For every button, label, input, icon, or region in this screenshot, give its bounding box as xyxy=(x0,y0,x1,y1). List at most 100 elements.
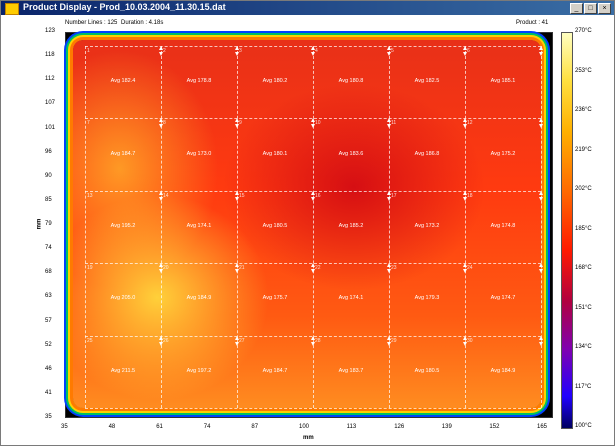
grid-cell[interactable]: 22 Avg 174.1 xyxy=(313,263,392,335)
resize-handle-icon[interactable] xyxy=(387,335,392,346)
resize-handle-icon[interactable] xyxy=(235,46,240,56)
grid-cell[interactable]: 14 Avg 174.1 xyxy=(161,190,240,263)
grid-cell[interactable]: 23 Avg 179.3 xyxy=(389,263,468,335)
resize-handle-icon[interactable] xyxy=(159,190,164,201)
grid-cell[interactable]: 8 Avg 173.0 xyxy=(161,118,240,190)
grid-cell[interactable]: 27 Avg 184.7 xyxy=(237,335,316,408)
cell-average-temperature: Avg 174.1 xyxy=(338,295,364,302)
grid-cell[interactable]: 10 Avg 183.6 xyxy=(313,118,392,190)
cell-number: 24 xyxy=(467,265,473,272)
cell-average-temperature: Avg 184.9 xyxy=(186,295,212,302)
resize-handle-icon[interactable] xyxy=(463,118,468,129)
cell-number: 11 xyxy=(391,120,397,127)
grid-cell[interactable]: 3 Avg 180.2 xyxy=(237,46,316,118)
grid-cell[interactable]: 18 Avg 174.8 xyxy=(465,190,544,263)
grid-cell[interactable]: 21 Avg 175.7 xyxy=(237,263,316,335)
color-scale-label: 219°C xyxy=(575,146,592,153)
cell-average-temperature: Avg 180.8 xyxy=(338,78,364,85)
resize-handle-icon[interactable] xyxy=(539,46,544,56)
resize-handle-icon[interactable] xyxy=(235,335,240,346)
grid-cell[interactable]: 11 Avg 186.8 xyxy=(389,118,468,190)
grid-cell[interactable]: 25 Avg 211.5 xyxy=(85,335,164,408)
cell-average-temperature: Avg 174.8 xyxy=(490,222,516,229)
resize-handle-icon[interactable] xyxy=(311,190,316,201)
grid-cell[interactable]: 12 Avg 175.2 xyxy=(465,118,544,190)
resize-handle-icon[interactable] xyxy=(159,118,164,129)
x-tick-label: 61 xyxy=(156,424,163,430)
resize-handle-icon[interactable] xyxy=(311,335,316,346)
grid-cell[interactable]: 9 Avg 180.1 xyxy=(237,118,316,190)
cell-average-temperature: Avg 174.7 xyxy=(490,295,516,302)
resize-handle-icon[interactable] xyxy=(463,190,468,201)
grid-cell[interactable]: 1 Avg 182.4 xyxy=(85,46,164,118)
grid-cell[interactable]: 16 Avg 185.2 xyxy=(313,190,392,263)
grid-cell[interactable]: 2 Avg 178.8 xyxy=(161,46,240,118)
minimize-button[interactable]: _ xyxy=(570,3,583,14)
grid-cell[interactable]: 15 Avg 180.5 xyxy=(237,190,316,263)
cell-number: 20 xyxy=(163,265,169,272)
resize-handle-icon[interactable] xyxy=(311,263,316,274)
resize-handle-icon[interactable] xyxy=(539,190,544,201)
color-scale-label: 253°C xyxy=(575,67,592,74)
resize-handle-icon[interactable] xyxy=(539,263,544,274)
x-tick-label: 100 xyxy=(299,424,310,430)
grid-cell[interactable]: 30 Avg 184.9 xyxy=(465,335,544,408)
cell-number: 21 xyxy=(239,265,245,272)
grid-cell[interactable]: 13 Avg 195.2 xyxy=(85,190,164,263)
grid-line-vertical xyxy=(237,46,238,408)
resize-handle-icon[interactable] xyxy=(159,46,164,56)
maximize-button[interactable]: □ xyxy=(584,3,597,14)
grid-cell[interactable]: 4 Avg 180.8 xyxy=(313,46,392,118)
grid-cell[interactable]: 17 Avg 173.2 xyxy=(389,190,468,263)
grid-cell[interactable]: 24 Avg 174.7 xyxy=(465,263,544,335)
cell-average-temperature: Avg 184.9 xyxy=(490,367,516,374)
resize-handle-icon[interactable] xyxy=(387,46,392,56)
resize-handle-icon[interactable] xyxy=(463,335,468,346)
grid-cell[interactable]: 28 Avg 183.7 xyxy=(313,335,392,408)
grid-cell[interactable]: 7 Avg 184.7 xyxy=(85,118,164,190)
cell-average-temperature: Avg 175.7 xyxy=(262,295,288,302)
resize-handle-icon[interactable] xyxy=(539,335,544,346)
grid-cell[interactable]: 29 Avg 180.5 xyxy=(389,335,468,408)
resize-handle-icon[interactable] xyxy=(311,118,316,129)
close-button[interactable]: × xyxy=(598,3,611,14)
resize-handle-icon[interactable] xyxy=(463,263,468,274)
resize-handle-icon[interactable] xyxy=(539,118,544,129)
grid-line-vertical xyxy=(389,46,390,408)
resize-handle-icon[interactable] xyxy=(463,46,468,56)
resize-handle-icon[interactable] xyxy=(159,335,164,346)
resize-handle-icon[interactable] xyxy=(159,263,164,274)
measurement-grid: 1 Avg 182.4 2 Avg 178.8 3 Avg 180.2 4 Avg 180.8… xyxy=(85,46,544,409)
resize-handle-icon[interactable] xyxy=(235,263,240,274)
cell-average-temperature: Avg 205.0 xyxy=(110,295,136,302)
grid-cell[interactable]: 5 Avg 182.5 xyxy=(389,46,468,118)
y-tick-label: 79 xyxy=(45,221,52,227)
y-tick-label: 74 xyxy=(45,245,52,252)
y-tick-label: 96 xyxy=(45,148,52,155)
cell-number: 15 xyxy=(239,192,245,199)
cell-average-temperature: Avg 180.5 xyxy=(414,367,440,374)
resize-handle-icon[interactable] xyxy=(311,46,316,56)
cell-number: 4 xyxy=(315,48,318,54)
cell-average-temperature: Avg 183.7 xyxy=(338,367,364,374)
x-axis-label: mm xyxy=(303,435,314,441)
thermal-image[interactable]: 1 Avg 182.4 2 Avg 178.8 3 Avg 180.2 4 Avg 180.8… xyxy=(65,32,553,418)
cell-average-temperature: Avg 178.8 xyxy=(186,78,212,85)
resize-handle-icon[interactable] xyxy=(235,190,240,201)
x-tick-label: 113 xyxy=(346,424,357,430)
grid-line-vertical xyxy=(161,46,162,408)
grid-cell[interactable]: 26 Avg 197.2 xyxy=(161,335,240,408)
cell-number: 18 xyxy=(467,192,473,199)
resize-handle-icon[interactable] xyxy=(235,118,240,129)
title-bar[interactable]: Product Display - Prod_10.03.2004_11.30.… xyxy=(1,1,614,15)
grid-cell[interactable]: 19 Avg 205.0 xyxy=(85,263,164,335)
resize-handle-icon[interactable] xyxy=(387,118,392,129)
x-tick-label: 35 xyxy=(61,424,68,430)
grid-cell[interactable]: 6 Avg 185.1 xyxy=(465,46,544,118)
grid-cell[interactable]: 20 Avg 184.9 xyxy=(161,263,240,335)
resize-handle-icon[interactable] xyxy=(387,190,392,201)
resize-handle-icon[interactable] xyxy=(387,263,392,274)
y-tick-label: 57 xyxy=(45,317,52,324)
cell-average-temperature: Avg 180.5 xyxy=(262,222,288,229)
